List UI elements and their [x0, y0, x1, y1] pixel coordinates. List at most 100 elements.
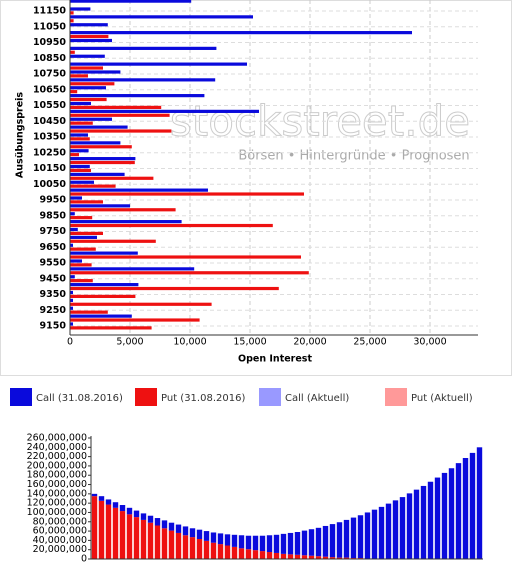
y-tick-label: 120,000,000 — [27, 498, 87, 509]
x-tick-label: 25,000 — [353, 337, 386, 348]
y-tick-label: 40,000,000 — [33, 535, 87, 546]
bar — [343, 519, 350, 558]
y-tick-label: 10350 — [33, 132, 66, 143]
bar — [217, 544, 224, 559]
bar — [70, 298, 73, 302]
bar — [70, 251, 138, 255]
bar — [70, 82, 115, 86]
bar — [70, 223, 273, 228]
y-tick-label: 100,000,000 — [27, 507, 87, 518]
bar — [70, 0, 192, 3]
bar — [231, 534, 238, 547]
bar — [70, 7, 91, 11]
bar — [308, 555, 315, 559]
bar — [238, 535, 245, 549]
bar — [70, 94, 205, 98]
y-tick-label: 9350 — [40, 289, 67, 300]
bar — [70, 271, 309, 275]
y-tick-label: 10150 — [33, 163, 66, 174]
bar — [252, 550, 259, 559]
bar — [217, 533, 224, 545]
bar — [273, 552, 280, 559]
bar — [70, 286, 279, 291]
bar — [413, 489, 420, 559]
bar — [280, 553, 287, 559]
bar — [70, 247, 96, 251]
bar — [350, 517, 357, 559]
bar — [245, 549, 252, 559]
y-tick-label: 11050 — [33, 21, 66, 32]
bar — [70, 263, 92, 267]
bar — [70, 133, 88, 137]
bar — [70, 62, 247, 66]
watermark-sub: Börsen • Hintergründe • Prognosen — [238, 149, 469, 164]
bar — [245, 535, 252, 550]
bar — [70, 74, 88, 78]
y-tick-label: 9250 — [40, 305, 67, 316]
bar — [231, 546, 238, 559]
y-tick-label: 60,000,000 — [33, 526, 87, 537]
y-tick-label: 11150 — [33, 6, 66, 17]
bar — [105, 504, 112, 559]
y-tick-label: 10250 — [33, 147, 66, 158]
bar — [70, 243, 73, 247]
bar — [252, 535, 259, 551]
bar — [70, 326, 152, 330]
bar — [203, 531, 210, 541]
bar — [70, 302, 212, 306]
legend-label: Put (31.08.2016) — [161, 393, 245, 404]
bar — [301, 530, 308, 556]
bar — [140, 513, 147, 520]
bar — [70, 255, 301, 259]
bar — [70, 239, 156, 243]
bar — [70, 86, 106, 90]
bar — [70, 172, 125, 176]
bar — [371, 509, 378, 559]
y-tick-label: 10050 — [33, 179, 66, 190]
bar — [322, 525, 329, 557]
bar — [301, 555, 308, 559]
bar — [343, 557, 350, 559]
y-tick-label: 20,000,000 — [33, 544, 87, 555]
y-tick-label: 9750 — [40, 226, 67, 237]
bar — [266, 535, 273, 553]
legend-label: Call (Aktuell) — [285, 393, 349, 404]
bar — [70, 184, 116, 188]
bar — [294, 532, 301, 555]
bar — [70, 290, 73, 295]
bar — [287, 554, 294, 559]
bar — [154, 518, 161, 526]
bar — [70, 227, 78, 232]
bar — [70, 125, 128, 129]
y-tick-label: 240,000,000 — [27, 442, 87, 453]
bar — [315, 527, 322, 557]
y-tick-label: 220,000,000 — [27, 451, 87, 462]
bar — [196, 529, 203, 539]
y-tick-label: 9550 — [40, 258, 67, 269]
bar — [126, 514, 133, 559]
bar — [189, 537, 196, 559]
bar — [70, 109, 259, 113]
bar — [161, 520, 168, 529]
x-tick-label: 20,000 — [293, 337, 326, 348]
bar — [91, 493, 98, 497]
bar — [70, 204, 130, 208]
bar — [434, 477, 441, 559]
bar — [70, 216, 93, 220]
bar — [392, 500, 399, 559]
x-tick-label: 30,000 — [413, 337, 446, 348]
bar — [161, 528, 168, 559]
legend-label: Call (31.08.2016) — [36, 393, 123, 404]
bar — [70, 176, 154, 180]
x-tick-label: 15,000 — [233, 337, 266, 348]
bar — [280, 533, 287, 554]
bar — [133, 517, 140, 559]
bar — [441, 472, 448, 559]
y-tick-label: 10850 — [33, 53, 66, 64]
bar — [224, 534, 231, 546]
bar — [175, 524, 182, 533]
bar — [70, 145, 132, 149]
bar — [70, 31, 412, 35]
bar — [98, 500, 105, 559]
